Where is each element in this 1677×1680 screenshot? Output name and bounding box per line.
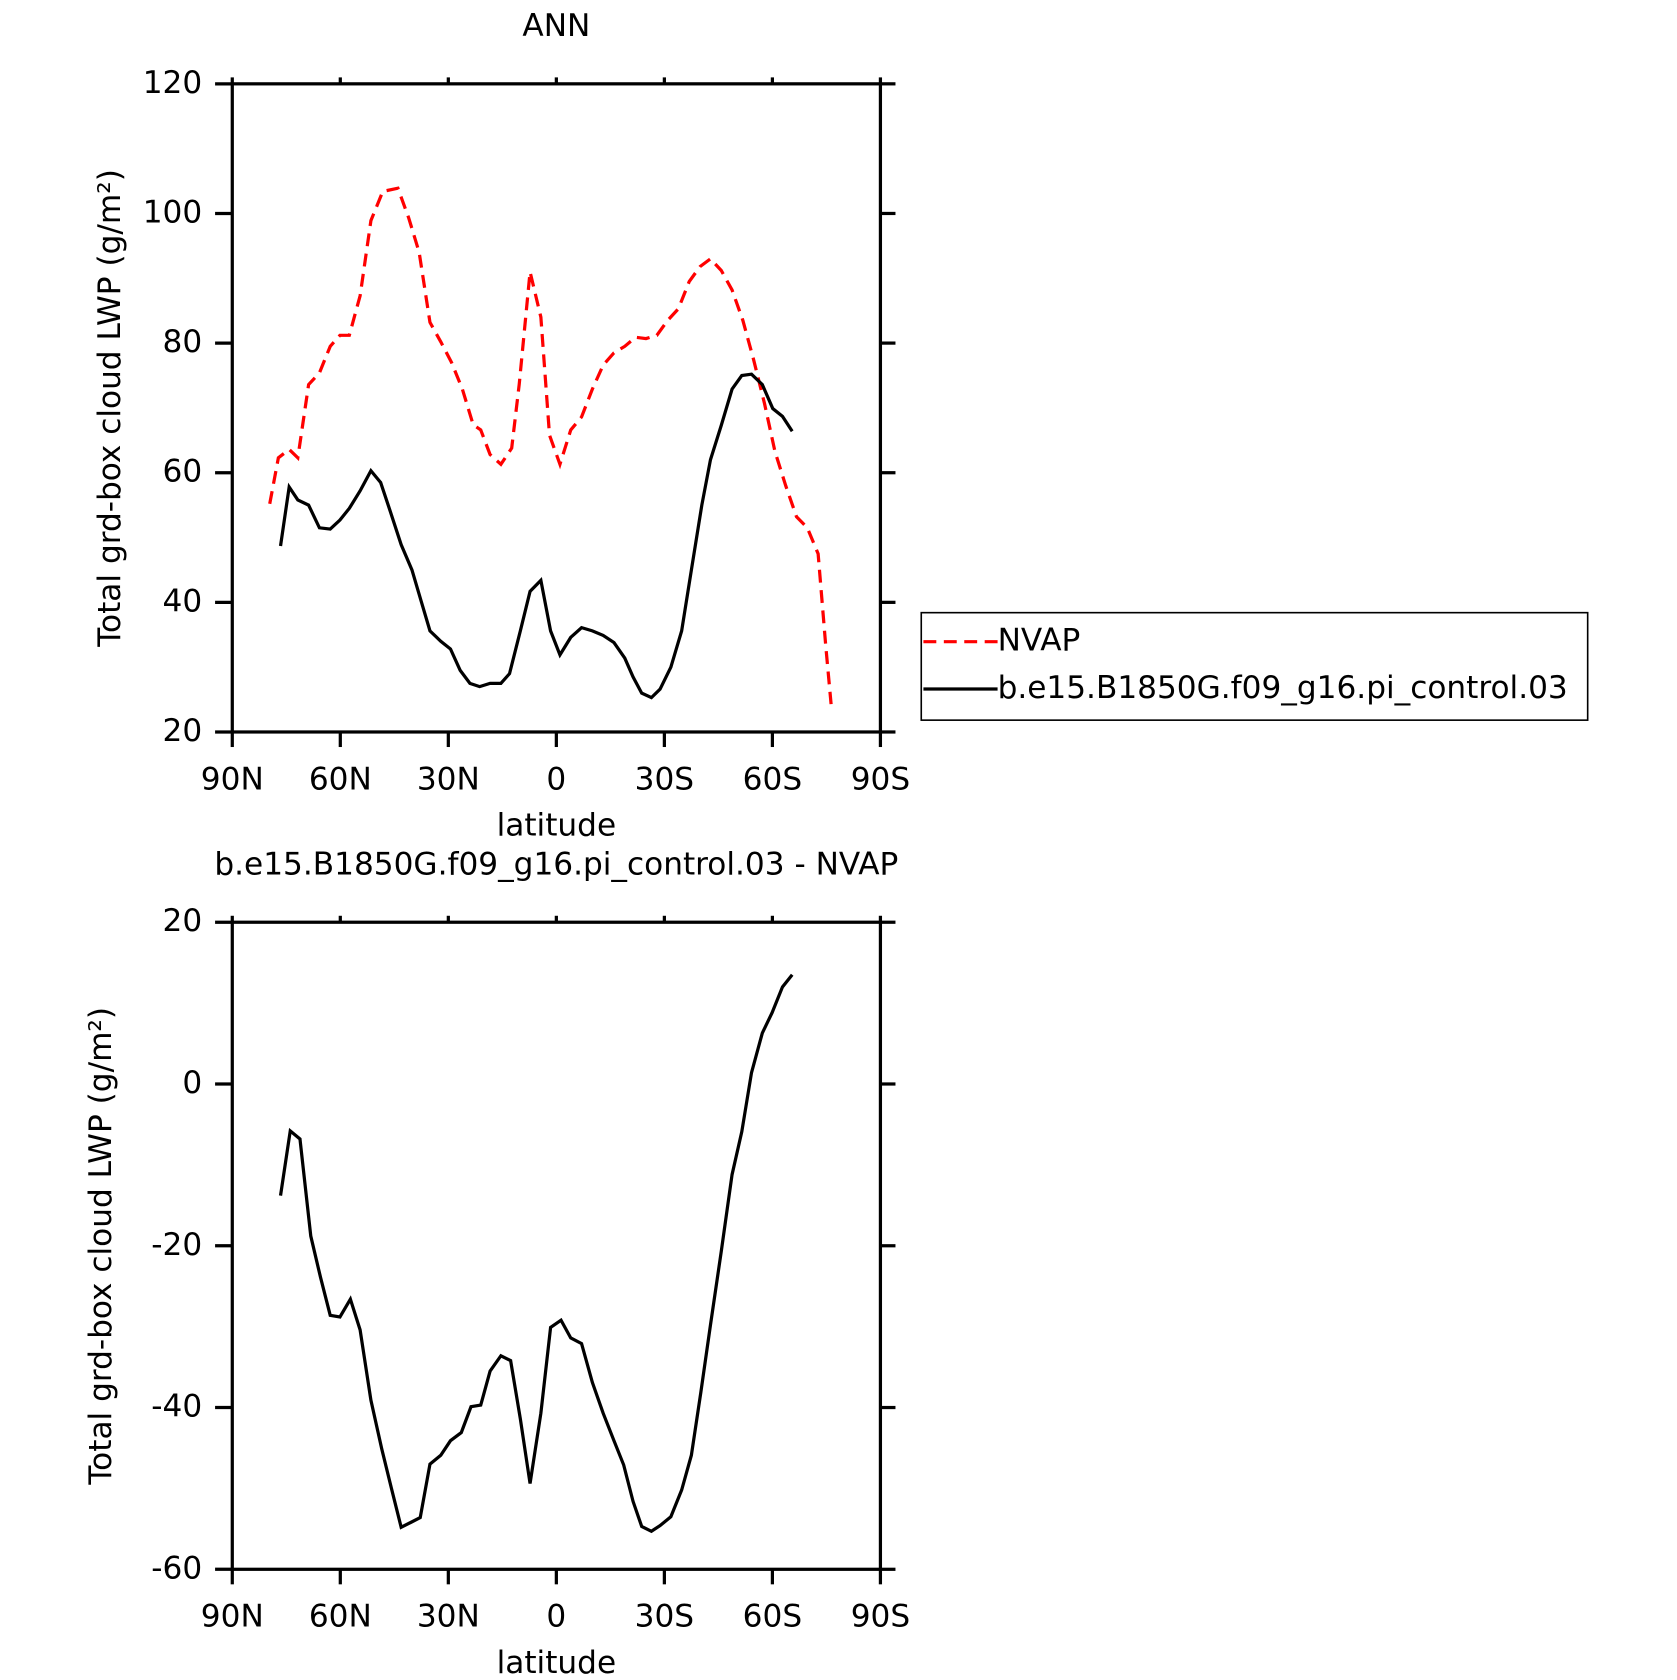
legend-label: NVAP xyxy=(998,623,1081,659)
x-tick-label: 90N xyxy=(201,761,264,797)
x-tick-label: 60S xyxy=(743,1599,802,1635)
data-line xyxy=(278,372,794,700)
y-tick-label: -20 xyxy=(151,1227,202,1263)
x-tick-label: 90N xyxy=(201,1599,264,1635)
chart-title: b.e15.B1850G.f09_g16.pi_control.03 - NVA… xyxy=(214,846,898,882)
x-axis-label: latitude xyxy=(497,1645,617,1680)
y-tick-label: 20 xyxy=(163,903,203,939)
x-tick-label: 30S xyxy=(635,761,694,797)
y-tick-label: 120 xyxy=(143,65,202,101)
y-tick-label: 40 xyxy=(163,583,203,619)
x-tick-label: 60N xyxy=(309,761,372,797)
x-tick-label: 90S xyxy=(851,761,910,797)
y-axis-label: Total grd-box cloud LWP (g/m²) xyxy=(83,1007,119,1486)
y-tick-label: 100 xyxy=(143,194,202,230)
x-tick-label: 0 xyxy=(546,1599,566,1635)
y-tick-label: 60 xyxy=(163,454,203,490)
x-tick-label: 60N xyxy=(309,1599,372,1635)
legend-label: b.e15.B1850G.f09_g16.pi_control.03 xyxy=(998,670,1568,706)
x-tick-label: 60S xyxy=(743,761,802,797)
x-axis-label: latitude xyxy=(497,808,617,844)
y-tick-label: -60 xyxy=(151,1550,202,1586)
plot-frame xyxy=(230,82,883,734)
y-tick-label: 0 xyxy=(182,1065,202,1101)
x-tick-label: 30N xyxy=(417,1599,480,1635)
data-line xyxy=(268,186,833,705)
y-tick-label: -40 xyxy=(151,1389,202,1425)
data-line xyxy=(278,973,794,1534)
x-tick-label: 90S xyxy=(851,1599,910,1635)
y-tick-label: 80 xyxy=(163,324,203,360)
legend-box xyxy=(920,611,1589,721)
chart-title: ANN xyxy=(522,8,590,44)
y-axis-label: Total grd-box cloud LWP (g/m²) xyxy=(92,169,128,648)
x-tick-label: 30N xyxy=(417,761,480,797)
x-tick-label: 0 xyxy=(546,761,566,797)
y-tick-label: 20 xyxy=(163,713,203,749)
plot-frame xyxy=(230,920,883,1571)
x-tick-label: 30S xyxy=(635,1599,694,1635)
